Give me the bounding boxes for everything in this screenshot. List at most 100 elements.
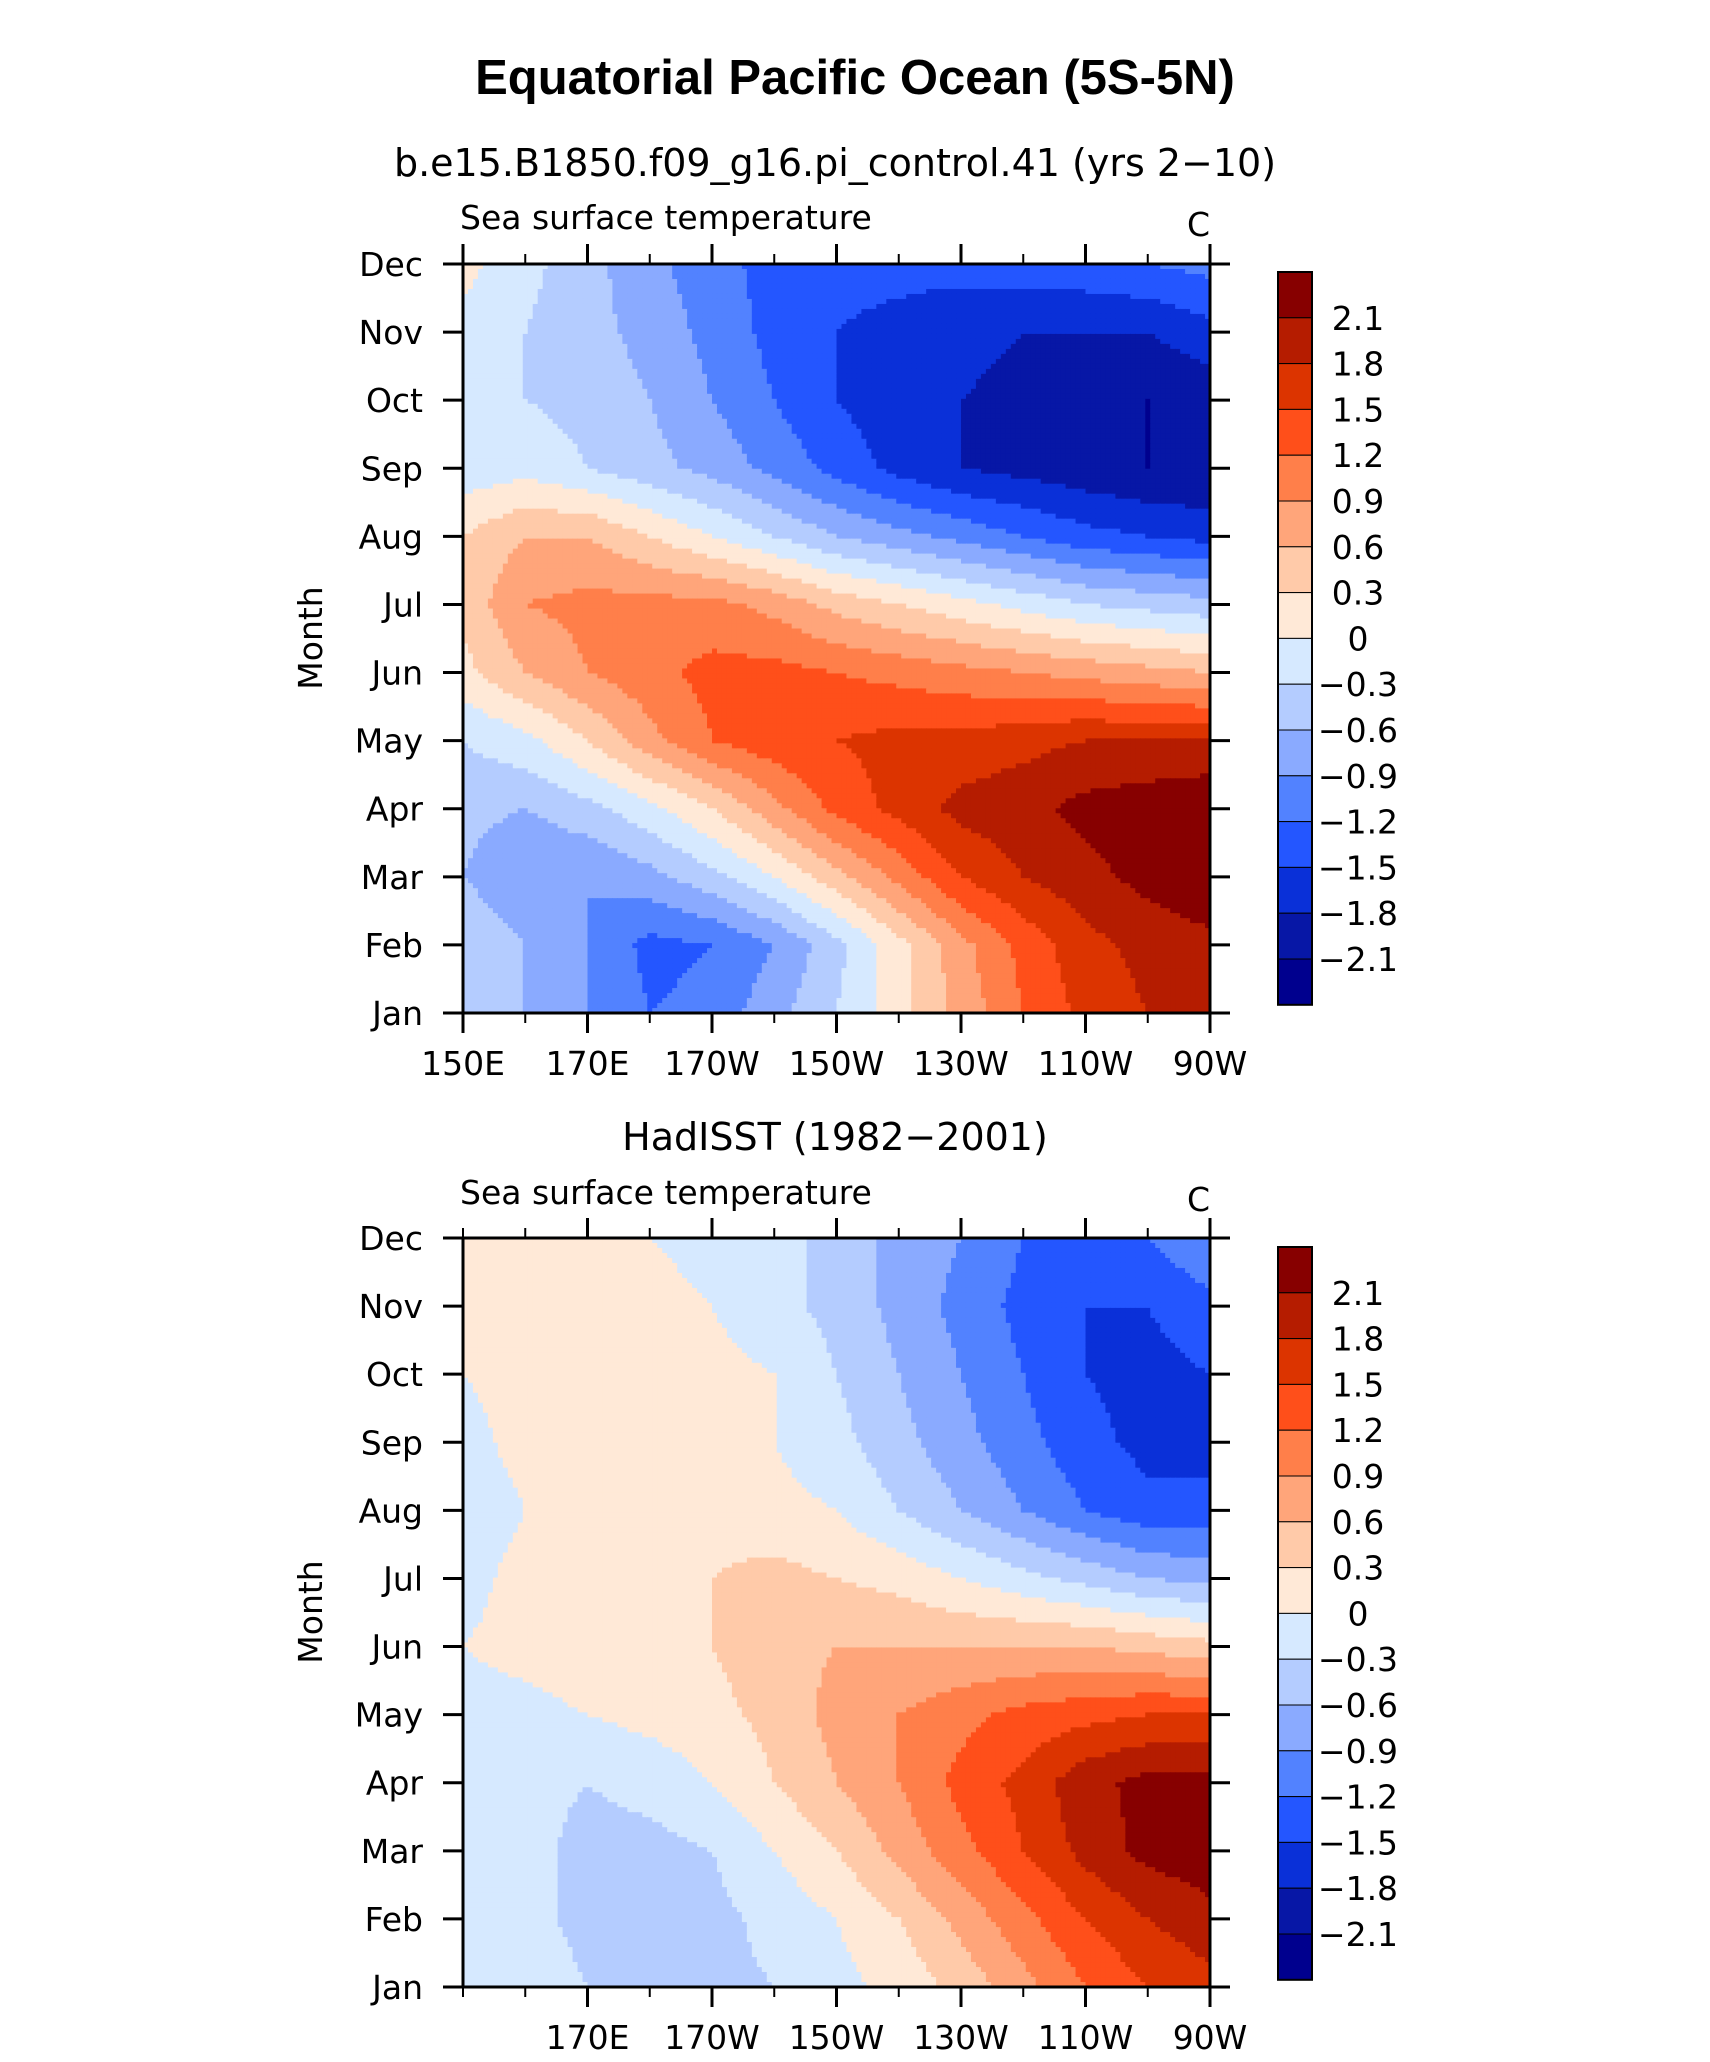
contour-cell: [602, 348, 609, 355]
contour-cell: [1035, 318, 1042, 325]
contour-cell: [677, 378, 683, 385]
contour-cell: [831, 343, 838, 350]
contour-cell: [1135, 338, 1141, 345]
contour-cell: [567, 273, 574, 280]
contour-cell: [741, 353, 748, 360]
contour-cell: [856, 264, 862, 270]
contour-cell: [1165, 398, 1171, 405]
contour-cell: [756, 343, 763, 350]
contour-cell: [771, 343, 778, 350]
contour-cell: [677, 273, 683, 280]
contour-cell: [970, 413, 977, 420]
contour-cell: [1155, 403, 1161, 410]
contour-cell: [552, 313, 559, 320]
contour-cell: [931, 423, 937, 430]
contour-cell: [846, 283, 853, 290]
contour-cell: [687, 303, 693, 310]
contour-cell: [1040, 388, 1047, 395]
contour-cell: [846, 278, 853, 285]
contour-cell: [477, 403, 484, 410]
contour-cell: [1030, 358, 1037, 365]
contour-cell: [642, 373, 648, 380]
contour-cell: [487, 373, 494, 380]
contour-cell: [931, 418, 937, 425]
contour-cell: [861, 288, 867, 295]
contour-cell: [906, 333, 912, 340]
contour-cell: [946, 373, 952, 380]
contour-cell: [801, 264, 808, 270]
contour-cell: [1175, 303, 1181, 310]
contour-cell: [647, 388, 653, 395]
contour-cell: [1170, 343, 1176, 350]
contour-cell: [467, 393, 474, 400]
contour-cell: [766, 418, 773, 425]
contour-cell: [916, 298, 922, 305]
contour-cell: [906, 293, 912, 300]
contour-cell: [856, 343, 862, 350]
contour-cell: [716, 288, 723, 295]
contour-cell: [472, 413, 479, 420]
contour-cell: [697, 323, 703, 330]
contour-cell: [746, 423, 753, 430]
contour-cell: [557, 398, 564, 405]
contour-cell: [836, 408, 843, 415]
contour-cell: [941, 343, 947, 350]
contour-cell: [597, 278, 604, 285]
contour-cell: [1050, 348, 1057, 355]
contour-cell: [1190, 418, 1196, 425]
contour-cell: [871, 353, 877, 360]
contour-cell: [751, 273, 758, 280]
contour-cell: [990, 303, 997, 310]
contour-cell: [1140, 264, 1146, 270]
contour-cell: [477, 348, 484, 355]
contour-cell: [692, 273, 698, 280]
contour-cell: [731, 313, 738, 320]
contour-cell: [881, 348, 887, 355]
contour-cell: [1170, 288, 1176, 295]
contour-cell: [1015, 378, 1022, 385]
contour-cell: [1010, 423, 1017, 430]
contour-cell: [1200, 408, 1206, 415]
contour-cell: [1165, 363, 1171, 370]
contour-cell: [806, 333, 813, 340]
contour-cell: [577, 273, 584, 280]
contour-cell: [592, 383, 599, 390]
contour-cell: [582, 268, 589, 275]
contour-cell: [761, 313, 768, 320]
contour-cell: [836, 423, 843, 430]
contour-cell: [936, 388, 942, 395]
contour-cell: [647, 373, 653, 380]
contour-cell: [1030, 303, 1037, 310]
contour-cell: [547, 428, 554, 435]
contour-cell: [726, 268, 733, 275]
contour-cell: [492, 264, 499, 270]
contour-cell: [1095, 298, 1102, 305]
contour-cell: [1185, 328, 1191, 335]
contour-cell: [736, 383, 743, 390]
contour-cell: [791, 383, 798, 390]
contour-cell: [557, 393, 564, 400]
contour-cell: [836, 348, 843, 355]
contour-cell: [995, 278, 1002, 285]
contour-cell: [1150, 298, 1156, 305]
contour-cell: [1165, 353, 1171, 360]
contour-cell: [856, 373, 862, 380]
contour-cell: [702, 303, 708, 310]
contour-cell: [1010, 293, 1017, 300]
contour-cell: [1200, 398, 1206, 405]
contour-cell: [821, 323, 828, 330]
contour-cell: [866, 423, 872, 430]
contour-cell: [916, 273, 922, 280]
contour-cell: [1045, 293, 1052, 300]
contour-cell: [1025, 338, 1032, 345]
contour-cell: [582, 353, 589, 360]
contour-cell: [786, 278, 793, 285]
contour-cell: [841, 298, 848, 305]
contour-cell: [736, 303, 743, 310]
contour-cell: [1180, 273, 1186, 280]
contour-cell: [866, 278, 872, 285]
contour-cell: [512, 373, 519, 380]
contour-cell: [463, 363, 469, 370]
contour-cell: [497, 328, 504, 335]
